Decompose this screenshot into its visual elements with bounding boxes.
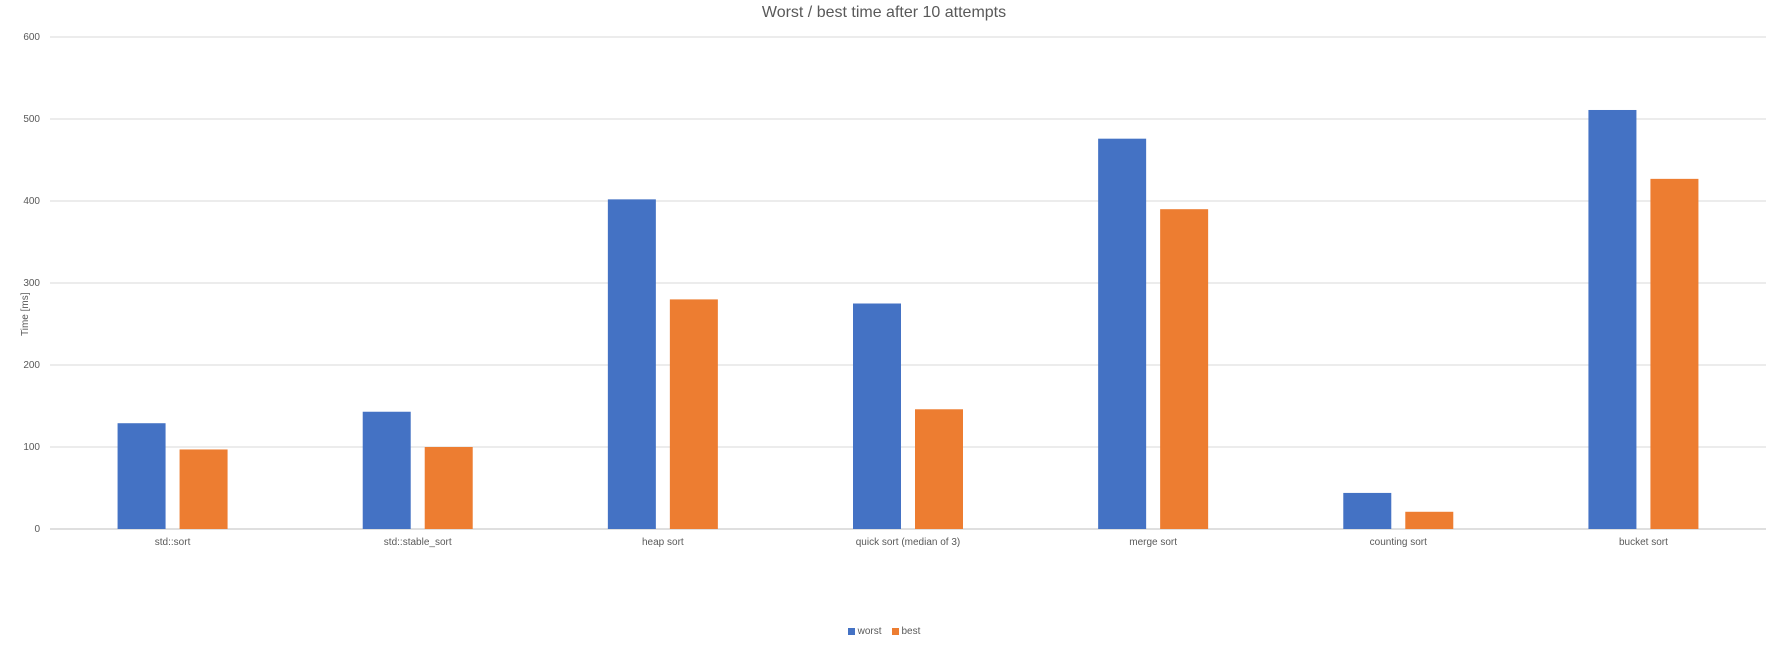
x-tick-label: heap sort — [642, 537, 684, 548]
y-tick-label: 400 — [23, 196, 40, 207]
legend-label-worst: worst — [857, 626, 882, 637]
bar-worst — [1588, 109, 1637, 529]
x-tick-label: std::sort — [155, 537, 191, 548]
bar-best — [669, 299, 718, 529]
y-tick-label: 600 — [23, 32, 40, 43]
legend-item-best: best — [891, 626, 921, 637]
bar-worst — [1098, 138, 1147, 529]
legend-label-best: best — [901, 626, 921, 637]
bar-best — [1650, 178, 1699, 530]
bar-best — [1405, 511, 1454, 529]
bar-worst — [607, 199, 656, 530]
x-tick-label: std::stable_sort — [384, 537, 452, 548]
chart-title: Worst / best time after 10 attempts — [761, 4, 1007, 21]
y-tick-label: 500 — [23, 114, 40, 125]
legend-item-worst: worst — [847, 626, 882, 637]
bar-best — [424, 447, 473, 529]
bar-worst — [117, 423, 166, 529]
x-tick-label: counting sort — [1370, 537, 1427, 548]
bar-worst — [362, 411, 411, 529]
bar-best — [179, 449, 228, 529]
x-tick-label: bucket sort — [1619, 537, 1668, 548]
x-tick-label: quick sort (median of 3) — [856, 537, 961, 548]
bar-worst — [1343, 492, 1392, 529]
y-tick-label: 300 — [23, 278, 40, 289]
legend-swatch-worst — [847, 628, 855, 635]
legend: worst best — [0, 626, 1768, 637]
bar-best — [915, 409, 963, 529]
bar-best — [1160, 209, 1209, 529]
legend-swatch-best — [891, 628, 899, 635]
y-tick-label: 200 — [23, 360, 40, 371]
y-tick-label: 0 — [34, 524, 40, 535]
x-tick-label: merge sort — [1129, 537, 1177, 548]
y-tick-label: 100 — [23, 442, 40, 453]
bar-worst — [853, 303, 901, 529]
